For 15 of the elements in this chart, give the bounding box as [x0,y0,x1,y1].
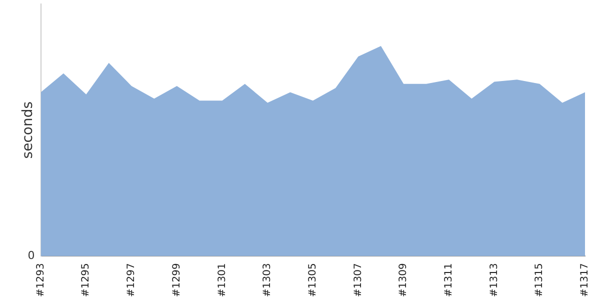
text: 0 [28,249,35,262]
x-tick-label: #1311 [444,263,455,297]
x-tick-label: #1315 [534,263,546,297]
x-tick-label: #1313 [488,263,500,297]
x-tick-label: #1305 [307,263,318,297]
x-tick-label: #1297 [126,263,138,297]
x-tick-label: #1299 [171,263,182,297]
x-tick-label: #1307 [352,263,364,297]
x-tick-label: #1293 [35,263,46,297]
y-axis-title: seconds [20,101,36,159]
x-tick-label: #1317 [580,263,591,297]
x-tick-label: #1301 [216,263,228,297]
x-tick-label: #1309 [398,263,410,297]
x-tick-label: #1303 [262,263,274,297]
x-tick-label: #1295 [80,263,92,297]
